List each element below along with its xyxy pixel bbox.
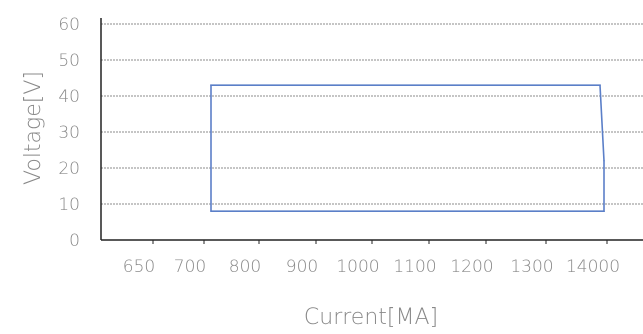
- y-tick-label-60: 60: [58, 15, 80, 35]
- x-tick-label-1100: 1100: [393, 257, 436, 277]
- x-tick-label-1300: 1300: [510, 257, 553, 277]
- y-tick-label-0: 0: [69, 231, 80, 251]
- series-point-0-3: [603, 160, 605, 162]
- series-layer: [210, 84, 605, 212]
- y-tick-label-30: 30: [58, 123, 80, 143]
- x-tick-label-900: 900: [286, 257, 318, 277]
- x-tick-label-14000: 14000: [566, 257, 620, 277]
- series-point-0-2: [599, 84, 601, 86]
- y-tick-label-10: 10: [58, 195, 80, 215]
- x-tick-label-700: 700: [174, 257, 206, 277]
- axes: [100, 18, 643, 241]
- y-tick-label-20: 20: [58, 159, 80, 179]
- x-tick-label-1000: 1000: [336, 257, 379, 277]
- grid-lines: [101, 23, 643, 205]
- x-tick-label-800: 800: [229, 257, 261, 277]
- series-point-0-1: [210, 84, 212, 86]
- x-tick-label-650: 650: [123, 257, 155, 277]
- tick-labels: 0 10 20 30 40 50 60 650 700 800 900 1000 1100 1200 130…: [58, 15, 620, 277]
- series-line-0: [210, 84, 605, 212]
- y-tick-label-50: 50: [58, 51, 80, 71]
- series-point-0-4: [603, 210, 605, 212]
- y-axis-title: Voltage[V]: [21, 71, 46, 185]
- series-point-0-5: [210, 210, 212, 212]
- x-tick-label-1200: 1200: [450, 257, 493, 277]
- x-axis-title: Current[MA]: [304, 305, 438, 330]
- y-tick-label-40: 40: [58, 87, 80, 107]
